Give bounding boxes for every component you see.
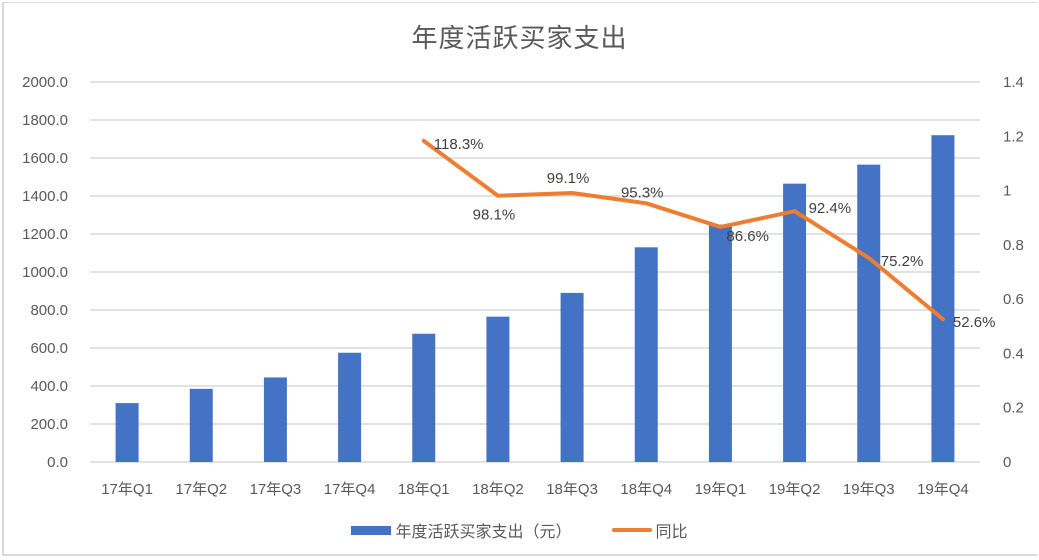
x-tick-label: 19年Q1 [695,481,747,498]
data-label: 99.1% [547,170,590,187]
right-tick-label: 1 [1003,183,1011,200]
bar-series [115,135,955,463]
x-tick-label: 18年Q4 [620,481,672,498]
bar[interactable] [560,292,584,462]
data-label: 98.1% [473,207,516,224]
legend: 年度活跃买家支出（元） 同比 [0,518,1039,542]
right-axis: 0 0.2 0.4 0.6 0.8 1 1.2 1.4 [1003,74,1024,471]
left-tick-label: 400.0 [30,378,68,395]
bar[interactable] [115,403,139,462]
data-label: 75.2% [881,253,924,270]
bar[interactable] [486,316,510,462]
left-tick-label: 2000.0 [22,74,68,91]
right-tick-label: 0.6 [1003,291,1024,308]
x-tick-label: 17年Q4 [324,481,376,498]
data-label: 86.6% [726,228,769,245]
left-tick-label: 1600.0 [22,150,68,167]
bar[interactable] [189,388,213,462]
right-tick-label: 1.2 [1003,128,1024,145]
x-tick-label: 18年Q2 [472,481,524,498]
right-tick-label: 0.2 [1003,400,1024,417]
x-tick-label: 19年Q4 [917,481,969,498]
data-label: 118.3% [434,136,484,153]
data-label: 95.3% [621,184,664,201]
left-tick-label: 1000.0 [22,264,68,281]
bar[interactable] [634,247,658,462]
yoy-line[interactable] [421,138,945,322]
legend-bar-label: 年度活跃买家支出（元） [395,522,572,541]
left-tick-label: 0.0 [47,454,68,471]
x-tick-label: 19年Q2 [769,481,821,498]
right-tick-label: 1.4 [1003,74,1024,91]
bar[interactable] [338,352,362,462]
x-tick-label: 18年Q3 [546,481,598,498]
right-tick-label: 0.4 [1003,345,1024,362]
data-labels: 118.3% 98.1% 99.1% 95.3% 86.6% 92.4% 75.2% 52.6… [434,136,996,331]
line-series [421,138,945,322]
gridlines [90,81,980,463]
left-tick-label: 200.0 [30,416,68,433]
left-tick-label: 1800.0 [22,112,68,129]
bar-swatch-icon [351,525,392,535]
bar[interactable] [857,164,881,462]
right-tick-label: 0.8 [1003,237,1024,254]
bar[interactable] [412,333,436,462]
legend-line-label: 同比 [655,522,688,541]
x-tick-label: 17年Q1 [101,481,153,498]
left-tick-label: 1400.0 [22,188,68,205]
line-swatch-icon [611,528,652,532]
x-tick-label: 19年Q3 [843,481,895,498]
bar[interactable] [931,135,955,462]
left-tick-label: 800.0 [30,302,68,319]
legend-item-line[interactable]: 同比 [611,518,688,542]
bar[interactable] [263,377,287,462]
right-tick-label: 0 [1003,454,1011,471]
bar[interactable] [783,183,807,462]
x-tick-label: 17年Q2 [175,481,227,498]
data-label: 52.6% [953,314,996,331]
legend-item-bar[interactable]: 年度活跃买家支出（元） [351,518,572,542]
chart-title: 年度活跃买家支出 [411,24,628,54]
left-axis: 0.0 200.0 400.0 600.0 800.0 1000.0 1200.0 1400.… [22,74,68,471]
bar[interactable] [708,224,732,463]
data-label: 92.4% [809,200,852,217]
x-tick-label: 17年Q3 [250,481,302,498]
left-tick-label: 1200.0 [22,226,68,243]
x-tick-label: 18年Q1 [398,481,450,498]
left-tick-label: 600.0 [30,340,68,357]
x-axis: 17年Q1 17年Q2 17年Q3 17年Q4 18年Q1 18年Q2 18年Q3 18年Q4… [101,481,969,498]
